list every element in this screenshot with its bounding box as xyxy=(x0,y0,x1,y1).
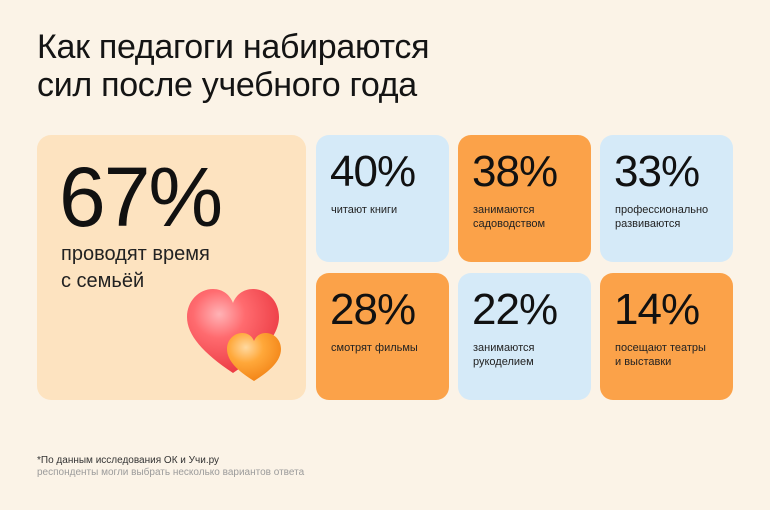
page-title-line-1: Как педагоги набираются xyxy=(37,28,430,66)
main-stat-label-line-2: с семьёй xyxy=(61,270,145,292)
stat-label-line-1: занимаются xyxy=(473,204,535,216)
stat-label-line-1: смотрят фильмы xyxy=(331,342,418,354)
orange-heart-shape xyxy=(227,333,281,381)
stat-label-line-1: посещают театры xyxy=(615,342,706,354)
footnote: *По данным исследования ОК и Учи.ру респ… xyxy=(37,455,304,479)
footnote-note: респонденты могли выбрать несколько вари… xyxy=(37,467,305,478)
main-stat-label: проводят время с семьёй xyxy=(61,241,261,295)
main-stat-value: 67% xyxy=(59,150,223,244)
stat-label: читают книги xyxy=(331,203,443,217)
main-stat-label-line-1: проводят время xyxy=(61,243,210,265)
stat-value: 28% xyxy=(330,285,416,334)
stat-card-reading: 40% читают книги xyxy=(316,135,449,262)
main-stat-card: 67% проводят время с семьёй xyxy=(37,135,306,400)
page-title: Как педагоги набираются сил после учебно… xyxy=(37,28,429,104)
stat-value: 14% xyxy=(614,285,700,334)
footnote-source: *По данным исследования ОК и Учи.ру xyxy=(37,455,220,466)
stat-label-line-2: рукоделием xyxy=(473,356,534,368)
stat-value: 33% xyxy=(614,147,700,196)
stat-label-line-1: читают книги xyxy=(331,204,398,216)
stat-value: 38% xyxy=(472,147,558,196)
stat-label: посещают театры и выставки xyxy=(615,341,727,369)
stat-value: 22% xyxy=(472,285,558,334)
stat-label: профессионально развиваются xyxy=(615,203,727,231)
stat-label: смотрят фильмы xyxy=(331,341,443,355)
stat-label-line-1: профессионально xyxy=(615,204,709,216)
page-title-line-2: сил после учебного года xyxy=(37,66,417,104)
stat-card-gardening: 38% занимаются садоводством xyxy=(458,135,591,262)
stat-label-line-1: занимаются xyxy=(473,342,535,354)
stat-label-line-2: развиваются xyxy=(615,218,681,230)
stat-card-professional-development: 33% профессионально развиваются xyxy=(600,135,733,262)
stat-label-line-2: и выставки xyxy=(615,356,672,368)
stat-card-handicraft: 22% занимаются рукоделием xyxy=(458,273,591,400)
stat-label: занимаются садоводством xyxy=(473,203,585,231)
stat-value: 40% xyxy=(330,147,416,196)
stat-label: занимаются рукоделием xyxy=(473,341,585,369)
stat-card-theatres: 14% посещают театры и выставки xyxy=(600,273,733,400)
stat-card-movies: 28% смотрят фильмы xyxy=(316,273,449,400)
two-hearts-icon xyxy=(187,289,281,381)
stat-label-line-2: садоводством xyxy=(473,218,546,230)
